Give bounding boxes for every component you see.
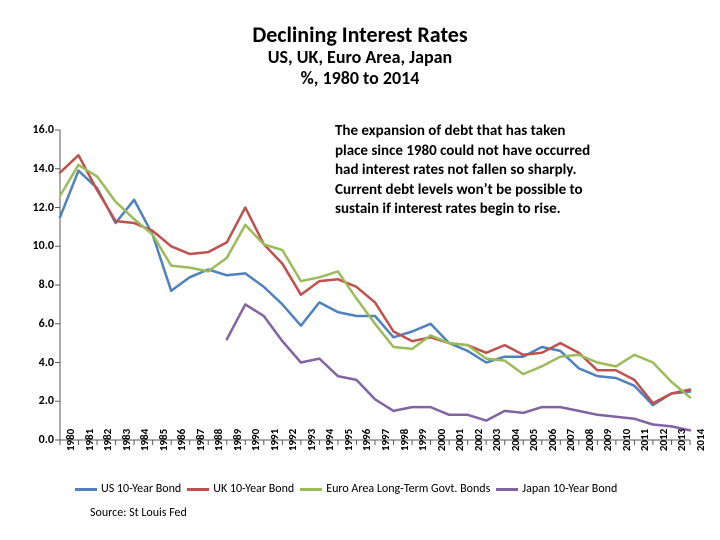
x-tick-label: 2006 [542, 429, 559, 451]
x-tick-label: 2004 [505, 429, 522, 451]
series-line [227, 304, 690, 430]
chart-title: Declining Interest Rates [0, 22, 720, 47]
x-tick-label: 1990 [245, 429, 262, 451]
legend-label: Euro Area Long-Term Govt. Bonds [326, 482, 490, 496]
legend-label: Japan 10-Year Bond [522, 482, 617, 496]
annotation-text: The expansion of debt that has takenplac… [335, 122, 590, 220]
x-tick-label: 1983 [116, 429, 133, 451]
y-tick-label: 2.0 [39, 394, 60, 408]
x-tick-label: 1986 [171, 429, 188, 451]
legend-label: UK 10-Year Bond [213, 482, 294, 496]
legend-item: Japan 10-Year Bond [496, 482, 617, 496]
x-tick-label: 2008 [579, 429, 596, 451]
title-block: Declining Interest Rates US, UK, Euro Ar… [0, 22, 720, 89]
x-tick-label: 1981 [79, 429, 96, 451]
legend-swatch [75, 488, 97, 491]
x-tick-label: 1997 [375, 429, 392, 451]
x-tick-label: 2013 [671, 429, 688, 451]
x-tick-label: 2011 [634, 429, 651, 451]
y-tick-label: 16.0 [33, 123, 60, 137]
legend-item: UK 10-Year Bond [187, 482, 294, 496]
x-tick-label: 1999 [412, 429, 429, 451]
x-tick-label: 2012 [653, 429, 670, 451]
x-tick-label: 1987 [190, 429, 207, 451]
legend-swatch [300, 488, 322, 491]
x-tick-label: 2014 [690, 429, 707, 451]
x-tick-label: 1980 [60, 429, 77, 451]
y-tick-label: 14.0 [33, 162, 60, 176]
y-tick-label: 12.0 [33, 201, 60, 215]
legend-swatch [187, 488, 209, 491]
x-tick-label: 1996 [356, 429, 373, 451]
y-tick-label: 4.0 [39, 356, 60, 370]
x-tick-label: 2001 [449, 429, 466, 451]
legend-item: Euro Area Long-Term Govt. Bonds [300, 482, 490, 496]
x-tick-label: 1993 [301, 429, 318, 451]
chart-subtitle1: US, UK, Euro Area, Japan [0, 47, 720, 68]
x-tick-label: 2002 [468, 429, 485, 451]
chart-subtitle2: %, 1980 to 2014 [0, 68, 720, 89]
x-tick-label: 1988 [208, 429, 225, 451]
chart-container: Declining Interest Rates US, UK, Euro Ar… [0, 0, 720, 540]
x-tick-label: 1995 [338, 429, 355, 451]
x-tick-label: 1982 [97, 429, 114, 451]
x-tick-label: 2003 [486, 429, 503, 451]
x-tick-label: 2000 [431, 429, 448, 451]
x-tick-label: 1994 [319, 429, 336, 451]
x-tick-label: 1989 [227, 429, 244, 451]
legend: US 10-Year Bond UK 10-Year Bond Euro Area … [75, 482, 617, 496]
x-tick-label: 2010 [616, 429, 633, 451]
y-tick-label: 8.0 [39, 278, 60, 292]
source-label: Source: St Louis Fed [90, 506, 187, 520]
x-tick-label: 1991 [264, 429, 281, 451]
x-tick-label: 1984 [134, 429, 151, 451]
x-tick-label: 1992 [282, 429, 299, 451]
legend-item: US 10-Year Bond [75, 482, 181, 496]
x-tick-label: 1985 [153, 429, 170, 451]
legend-label: US 10-Year Bond [101, 482, 181, 496]
y-tick-label: 6.0 [39, 317, 60, 331]
x-tick-label: 2007 [560, 429, 577, 451]
y-tick-label: 10.0 [33, 239, 60, 253]
legend-swatch [496, 488, 518, 491]
x-tick-label: 2009 [597, 429, 614, 451]
y-tick-label: 0.0 [39, 433, 60, 447]
x-tick-label: 1998 [394, 429, 411, 451]
x-tick-label: 2005 [523, 429, 540, 451]
